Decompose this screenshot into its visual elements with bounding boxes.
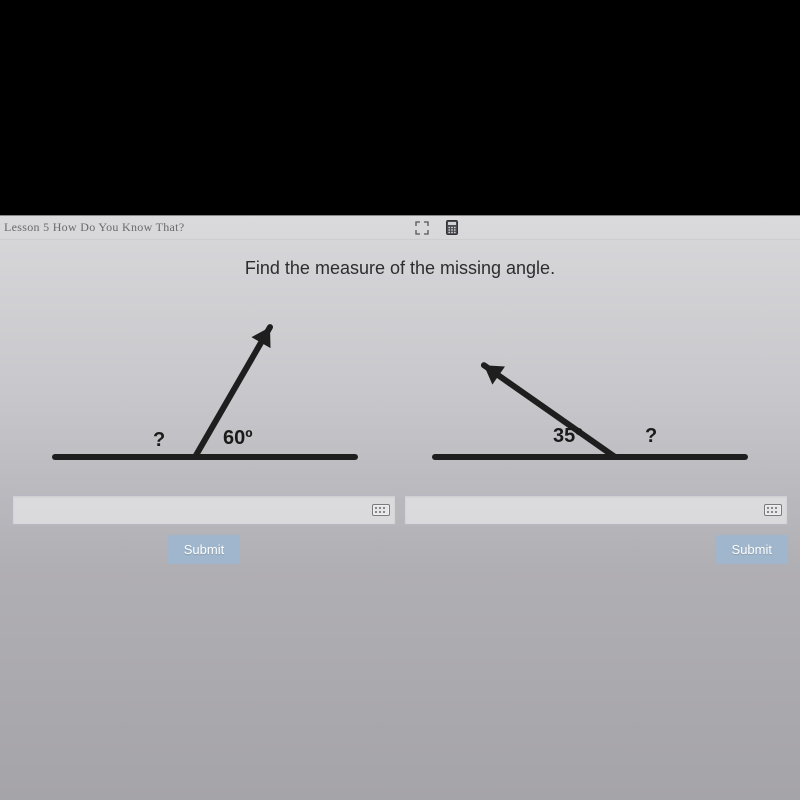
answer-col-right: Submit [404,495,788,564]
right-known-label: 35º [553,425,583,448]
diagram-row: ? 60º 35º ? [0,307,800,477]
diagram-left: ? 60º [45,317,375,477]
keyboard-icon[interactable] [764,504,782,516]
header-bar: Lesson 5 How Do You Know That? [0,216,800,240]
top-letterbox [0,0,800,215]
answer-col-left: Submit [12,495,396,564]
worksheet-area: Lesson 5 How Do You Know That? Find the … [0,215,800,800]
submit-row-right: Submit [404,535,788,564]
right-unknown-label: ? [645,425,657,448]
keyboard-icon[interactable] [372,504,390,516]
angle-figure-left [45,317,375,477]
left-known-label: 60º [223,427,253,450]
left-unknown-label: ? [153,429,165,452]
fullscreen-icon[interactable] [414,220,430,236]
diagram-right: 35º ? [425,317,755,477]
submit-button-right[interactable]: Submit [716,535,788,564]
question-prompt: Find the measure of the missing angle. [0,258,800,279]
answer-input-left[interactable] [12,495,396,525]
answer-input-right[interactable] [404,495,788,525]
angle-figure-right [425,317,755,477]
answer-input-wrap-left [12,495,396,525]
calculator-icon[interactable] [444,220,460,236]
header-icon-group [414,220,460,236]
lesson-title: Lesson 5 How Do You Know That? [4,220,184,235]
submit-row-left: Submit [12,535,396,564]
answer-input-wrap-right [404,495,788,525]
submit-button-left[interactable]: Submit [168,535,240,564]
answer-row: Submit Submit [0,495,800,564]
